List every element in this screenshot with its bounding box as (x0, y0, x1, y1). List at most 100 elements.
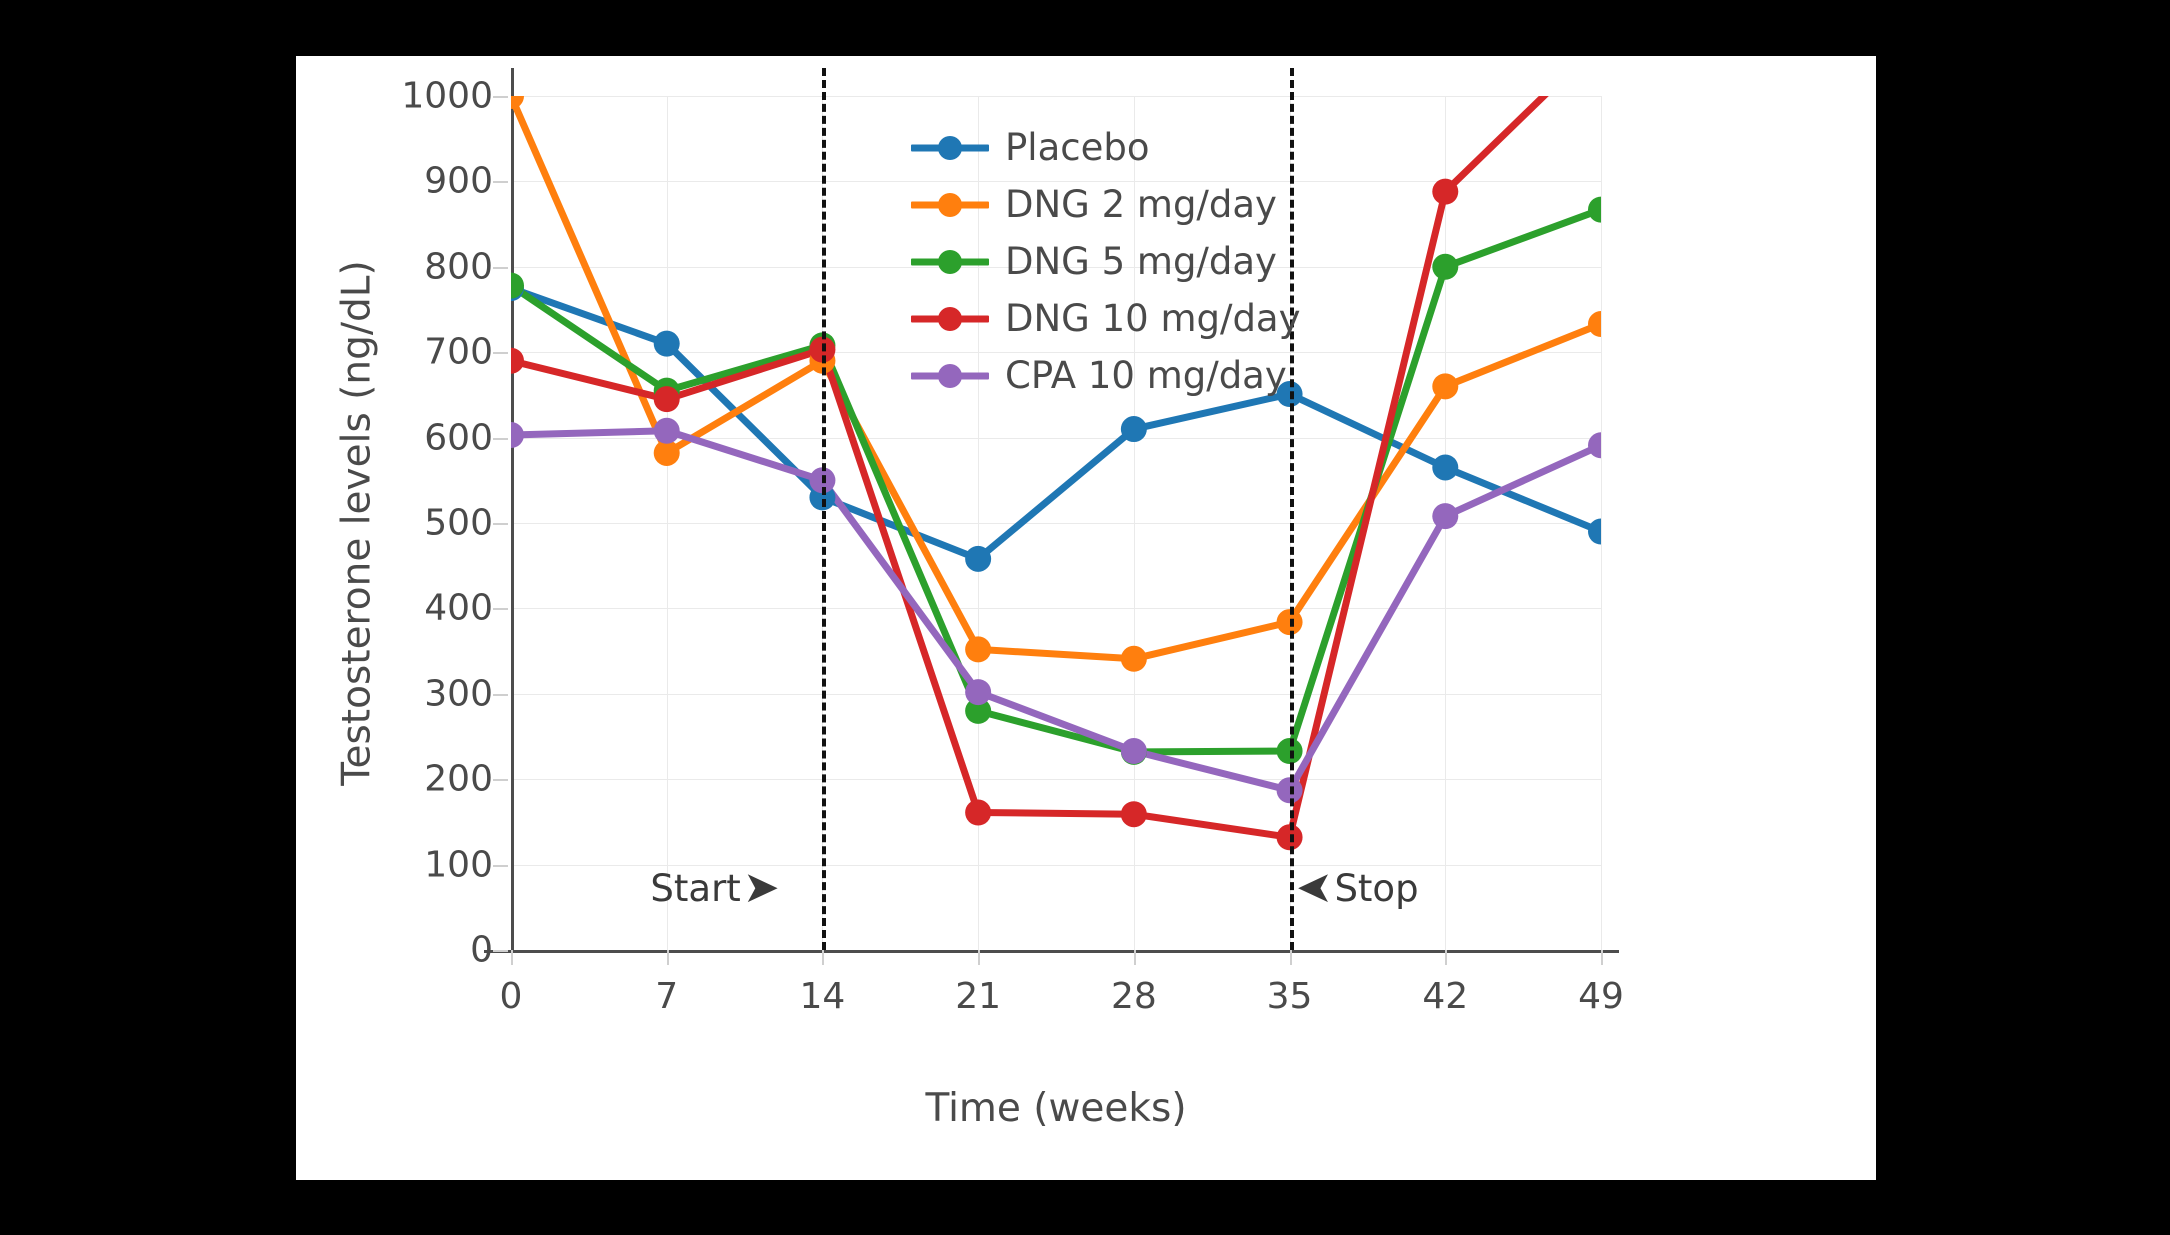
y-tick-mark (493, 523, 508, 525)
y-tick-label: 0 (470, 929, 493, 971)
legend-swatch-icon (911, 191, 989, 219)
y-tick-mark (493, 608, 508, 611)
gridline-vertical (1601, 96, 1602, 950)
legend-label: DNG 2 mg/day (1005, 183, 1277, 226)
x-tick-mark (511, 950, 513, 965)
data-point (1432, 178, 1459, 205)
legend-item-placebo[interactable]: Placebo (911, 126, 1301, 169)
gridline-vertical (666, 96, 668, 950)
x-tick-label: 49 (1578, 976, 1624, 1017)
y-tick-label: 900 (424, 160, 493, 202)
event-vline-start (822, 68, 827, 950)
gridline-horizontal (511, 266, 1601, 268)
data-point (653, 439, 680, 466)
y-tick-label: 700 (424, 331, 493, 373)
annotation-start: Start ➤ (650, 866, 779, 910)
x-tick-label: 7 (655, 976, 679, 1017)
gridline-horizontal (511, 693, 1601, 695)
y-tick-label: 1000 (401, 75, 493, 117)
x-tick-mark (1289, 950, 1292, 965)
data-point (511, 347, 524, 374)
x-tick-mark (978, 950, 981, 965)
gridline-horizontal (511, 96, 1601, 97)
legend-item-cpa-10-mg-day[interactable]: CPA 10 mg/day (911, 354, 1301, 397)
gridline-vertical (978, 96, 980, 950)
data-point (965, 799, 992, 826)
y-tick-mark (493, 266, 508, 269)
arrow-left-icon: ➤ (1295, 862, 1333, 913)
arrow-right-icon: ➤ (742, 862, 780, 913)
data-point (1120, 416, 1147, 443)
gridline-horizontal (511, 523, 1601, 524)
gridline-horizontal (511, 437, 1601, 439)
plot-area: 0 100 200 300 400 500 600 700 800 900 1000 0 7 14 21 2… (335, 68, 1624, 1131)
legend-label: CPA 10 mg/day (1005, 354, 1287, 397)
data-point (965, 545, 992, 572)
data-point (1588, 432, 1601, 459)
data-point (653, 386, 680, 413)
data-point (1432, 454, 1459, 481)
annotation-label: Stop (1334, 866, 1419, 910)
y-axis-title: Testosterone levels (ng/dL) (334, 260, 380, 786)
x-tick-label: 21 (955, 976, 1002, 1017)
legend-item-dng-2-mg-day[interactable]: DNG 2 mg/day (911, 183, 1301, 226)
gridline-horizontal (511, 608, 1601, 610)
legend-item-dng-10-mg-day[interactable]: DNG 10 mg/day (911, 297, 1301, 340)
legend-swatch-icon (911, 248, 989, 276)
data-point (1432, 503, 1459, 530)
y-axis-spine (511, 68, 514, 950)
x-tick-label: 35 (1266, 976, 1313, 1017)
data-point (965, 636, 992, 663)
y-tick-label: 300 (424, 673, 493, 715)
x-tick-label: 42 (1422, 976, 1469, 1017)
y-tick-mark (493, 693, 508, 696)
y-tick-mark (493, 437, 508, 440)
data-point (1432, 373, 1459, 400)
legend-item-dng-5-mg-day[interactable]: DNG 5 mg/day (911, 240, 1301, 283)
data-point (1588, 518, 1601, 545)
x-tick-label: 14 (799, 976, 846, 1017)
x-tick-mark (666, 950, 669, 965)
series-line (511, 284, 1601, 563)
legend-label: Placebo (1005, 126, 1150, 169)
y-tick-label: 400 (424, 587, 493, 629)
y-tick-mark (493, 96, 508, 98)
gridline-horizontal (511, 181, 1601, 183)
data-point (653, 330, 680, 357)
legend-swatch-icon (911, 134, 989, 162)
y-tick-mark (493, 181, 508, 184)
x-axis-title: Time (weeks) (925, 1086, 1187, 1131)
gridline-horizontal (511, 864, 1601, 866)
data-point (1432, 253, 1459, 280)
x-tick-mark (1601, 950, 1603, 965)
annotation-label: Start (650, 866, 741, 910)
data-point (965, 697, 992, 724)
x-tick-label: 28 (1110, 976, 1157, 1017)
x-tick-label: 0 (499, 976, 523, 1017)
data-point (1120, 645, 1147, 672)
data-point (1588, 196, 1601, 223)
legend-swatch-icon (911, 305, 989, 333)
x-tick-mark (822, 950, 825, 965)
legend-swatch-icon (911, 362, 989, 390)
data-point (1120, 801, 1147, 828)
x-tick-mark (1133, 950, 1136, 965)
y-tick-mark (493, 864, 508, 867)
data-point (1120, 738, 1147, 765)
data-point (653, 417, 680, 444)
legend-label: DNG 10 mg/day (1005, 297, 1301, 340)
gridline-horizontal (511, 352, 1601, 354)
y-tick-mark (493, 352, 508, 355)
data-point (511, 422, 524, 449)
annotation-stop: ➤ Stop (1295, 862, 1419, 913)
series-line (511, 206, 1601, 756)
y-tick-label: 100 (424, 844, 493, 886)
series-layer (511, 96, 1601, 950)
legend-label: DNG 5 mg/day (1005, 240, 1277, 283)
y-tick-label: 500 (424, 502, 493, 544)
y-tick-label: 600 (424, 417, 493, 459)
event-vline-stop (1289, 68, 1294, 950)
data-point (511, 272, 524, 299)
series-line (511, 427, 1601, 794)
x-tick-mark (1445, 950, 1448, 965)
